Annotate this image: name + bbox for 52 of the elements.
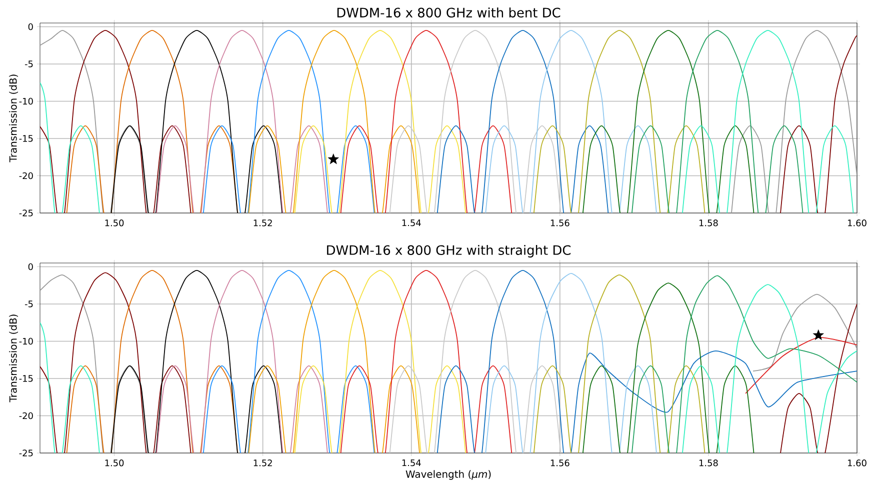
x-tick-label: 1.58: [699, 220, 718, 226]
x-tick-label: 1.60: [848, 460, 866, 466]
x-tick-label: 1.50: [105, 460, 124, 466]
y-tick-label: -10: [19, 98, 33, 105]
line-series: [156, 30, 328, 213]
line-series: [340, 30, 512, 213]
y-tick-label: -15: [19, 375, 33, 382]
line-series: [389, 270, 562, 453]
x-tick-label: 1.50: [105, 220, 124, 226]
line-series: [436, 270, 858, 453]
x-tick-label: 1.60: [848, 220, 866, 226]
x-axis-title: Wavelength (μm): [406, 470, 491, 480]
x-tick-label: 1.54: [402, 220, 421, 226]
x-tick-label: 1.52: [254, 220, 272, 226]
chart-title: DWDM-16 x 800 GHz with bent DC: [337, 7, 560, 18]
y-tick-label: -25: [19, 210, 33, 216]
x-tick-label: 1.56: [550, 220, 570, 226]
line-series: [202, 30, 375, 213]
y-tick-label: -15: [19, 135, 33, 142]
y-axis-title: Transmission (dB): [9, 74, 18, 162]
y-tick-label: -5: [24, 300, 33, 308]
line-series: [294, 30, 466, 213]
y-axis-title: Transmission (dB): [9, 314, 18, 402]
line-series: [156, 270, 328, 453]
y-tick-label: -20: [19, 172, 33, 180]
y-tick-label: 0: [28, 23, 33, 30]
line-series: [533, 274, 706, 453]
line-series: [66, 270, 238, 453]
line-series: [582, 282, 754, 453]
y-tick-label: -20: [19, 412, 33, 420]
x-tick-label: 1.58: [699, 460, 718, 466]
line-series: [632, 275, 858, 453]
line-series: [248, 270, 420, 453]
line-series: [632, 30, 804, 213]
y-tick-label: 0: [28, 263, 33, 270]
line-series: [533, 30, 706, 213]
y-tick-label: -5: [24, 60, 33, 68]
line-series: [582, 30, 754, 213]
line-series: [436, 30, 609, 213]
x-tick-label: 1.54: [402, 460, 421, 466]
line-series: [202, 270, 375, 453]
line-series: [248, 30, 420, 213]
line-series: [389, 30, 562, 213]
line-series: [294, 270, 466, 453]
y-tick-label: -25: [19, 450, 33, 456]
line-series: [485, 272, 657, 453]
y-tick-label: -10: [19, 338, 33, 345]
line-series: [485, 30, 657, 213]
chart-title: DWDM-16 x 800 GHz with straight DC: [327, 244, 571, 258]
x-tick-label: 1.52: [254, 460, 272, 466]
line-series: [66, 30, 238, 213]
x-tick-label: 1.56: [550, 460, 570, 466]
